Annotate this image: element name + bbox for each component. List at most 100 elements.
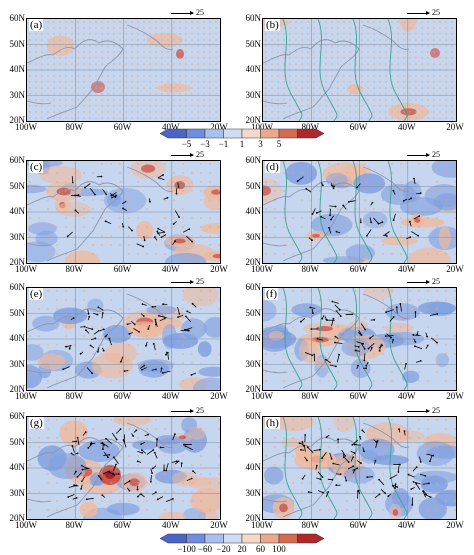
anomaly-blob xyxy=(27,241,56,262)
anomaly-blob xyxy=(420,475,448,493)
anomaly-blob xyxy=(203,317,220,338)
colorbar-swatch xyxy=(159,128,187,139)
anomaly-blob xyxy=(353,173,386,194)
reference-arrow-icon xyxy=(407,408,430,413)
lon-tick-label: 80W xyxy=(301,122,320,132)
reference-arrow-icon xyxy=(171,10,194,15)
lon-tick-label: 80W xyxy=(301,520,320,530)
panel-label: (a) xyxy=(29,19,44,31)
colorbar-swatch xyxy=(204,533,224,544)
lon-tick-label: 100W xyxy=(15,520,37,530)
lon-tick-label: 100W xyxy=(251,122,273,132)
lon-tick-label: 40W xyxy=(398,520,416,530)
anomaly-blob xyxy=(56,201,91,217)
lon-tick-label: 40W xyxy=(398,391,416,401)
anomaly-blob xyxy=(27,184,47,194)
lon-tick-label: 40W xyxy=(398,264,416,274)
lat-tick-label: 20N xyxy=(245,384,262,394)
anomaly-blob xyxy=(426,301,455,317)
anomaly-blob xyxy=(35,230,58,247)
lat-tick-label: 40N xyxy=(245,206,262,216)
lat-tick-label: 50N xyxy=(9,307,26,318)
coastline xyxy=(263,422,410,518)
anomaly-blob xyxy=(402,370,420,383)
anomaly-blob xyxy=(381,236,418,246)
anomaly-blob xyxy=(79,501,98,518)
anomaly-blob xyxy=(272,417,314,432)
reference-vector: 25 xyxy=(407,8,440,17)
colorbar-tick-label: 5 xyxy=(276,139,282,149)
map-field xyxy=(263,417,456,519)
anomaly-blob xyxy=(187,426,206,440)
panel-label: (h) xyxy=(265,417,280,429)
lon-tick-label: 40W xyxy=(162,264,180,274)
lon-tick-label: 100W xyxy=(15,122,37,132)
colorbar-swatch xyxy=(278,128,298,139)
lon-tick-label: 40W xyxy=(162,520,180,530)
lat-tick-label: 50N xyxy=(9,436,26,447)
lon-tick-label: 80W xyxy=(65,391,84,401)
map-field xyxy=(27,19,220,121)
reference-vector: 25 xyxy=(407,406,440,415)
reference-vector: 25 xyxy=(171,8,204,17)
anomaly-blob xyxy=(146,33,183,48)
reference-vector-label: 25 xyxy=(432,150,440,159)
lat-tick-label: 60N xyxy=(245,155,262,165)
map-plot xyxy=(26,287,221,391)
anomaly-blob xyxy=(180,476,212,486)
anomaly-blob xyxy=(302,345,317,355)
colorbar-swatch xyxy=(186,533,206,544)
anomaly-blob xyxy=(37,353,66,370)
anomaly-blob xyxy=(64,250,100,263)
anomaly-blob xyxy=(435,353,449,367)
lon-tick-label: 60W xyxy=(113,122,132,132)
panel-label: (e) xyxy=(29,288,44,300)
lat-tick-label: 60N xyxy=(9,13,26,23)
anomaly-blob xyxy=(164,252,207,263)
anomaly-blob xyxy=(285,161,317,185)
anomaly-blob xyxy=(263,177,282,204)
anomaly-blob xyxy=(322,256,365,263)
map-plot xyxy=(26,160,221,264)
reference-vector: 25 xyxy=(407,150,440,159)
lat-tick-label: 50N xyxy=(245,38,262,49)
lat-tick-label: 20N xyxy=(9,257,26,267)
anomaly-blob xyxy=(381,332,404,343)
colorbar-swatch xyxy=(241,128,261,139)
map-field xyxy=(27,288,220,390)
lat-tick-label: 30N xyxy=(245,89,262,100)
lon-tick-label: 100W xyxy=(251,264,273,274)
panel-label: (d) xyxy=(265,161,280,173)
anomaly-blob xyxy=(27,344,44,361)
map-plot xyxy=(26,416,221,520)
colorbar-swatch xyxy=(297,128,325,139)
lon-tick-label: 40W xyxy=(162,391,180,401)
anomaly-blob xyxy=(264,466,284,485)
anomaly-blob xyxy=(200,223,220,234)
colorbar-swatch xyxy=(204,128,224,139)
colorbar-swatch xyxy=(223,128,243,139)
anomaly-blob xyxy=(53,307,88,325)
reference-vector: 25 xyxy=(171,277,204,286)
lat-tick-label: 60N xyxy=(9,282,26,292)
anomaly-blob xyxy=(431,161,456,178)
lon-tick-label: 100W xyxy=(15,391,37,401)
colorbar-tick-label: −3 xyxy=(200,139,210,149)
coastline xyxy=(27,166,174,262)
map-plot xyxy=(262,160,457,264)
colorbar-tick-label: 100 xyxy=(272,544,286,554)
lat-tick-label: 20N xyxy=(245,257,262,267)
lon-tick-label: 60W xyxy=(113,264,132,274)
lon-tick-label: 20W xyxy=(210,520,228,530)
lat-tick-label: 50N xyxy=(245,307,262,318)
lat-tick-label: 40N xyxy=(9,462,26,472)
anomaly-blob xyxy=(162,323,177,349)
lat-tick-label: 60N xyxy=(9,411,26,421)
anomaly-blob xyxy=(59,420,89,446)
lat-tick-label: 30N xyxy=(9,89,26,100)
map-field xyxy=(27,417,220,519)
anomaly-blob xyxy=(47,453,87,479)
anomaly-blob xyxy=(126,321,162,337)
anomaly-blob xyxy=(113,417,152,426)
colorbar-swatch xyxy=(278,533,298,544)
